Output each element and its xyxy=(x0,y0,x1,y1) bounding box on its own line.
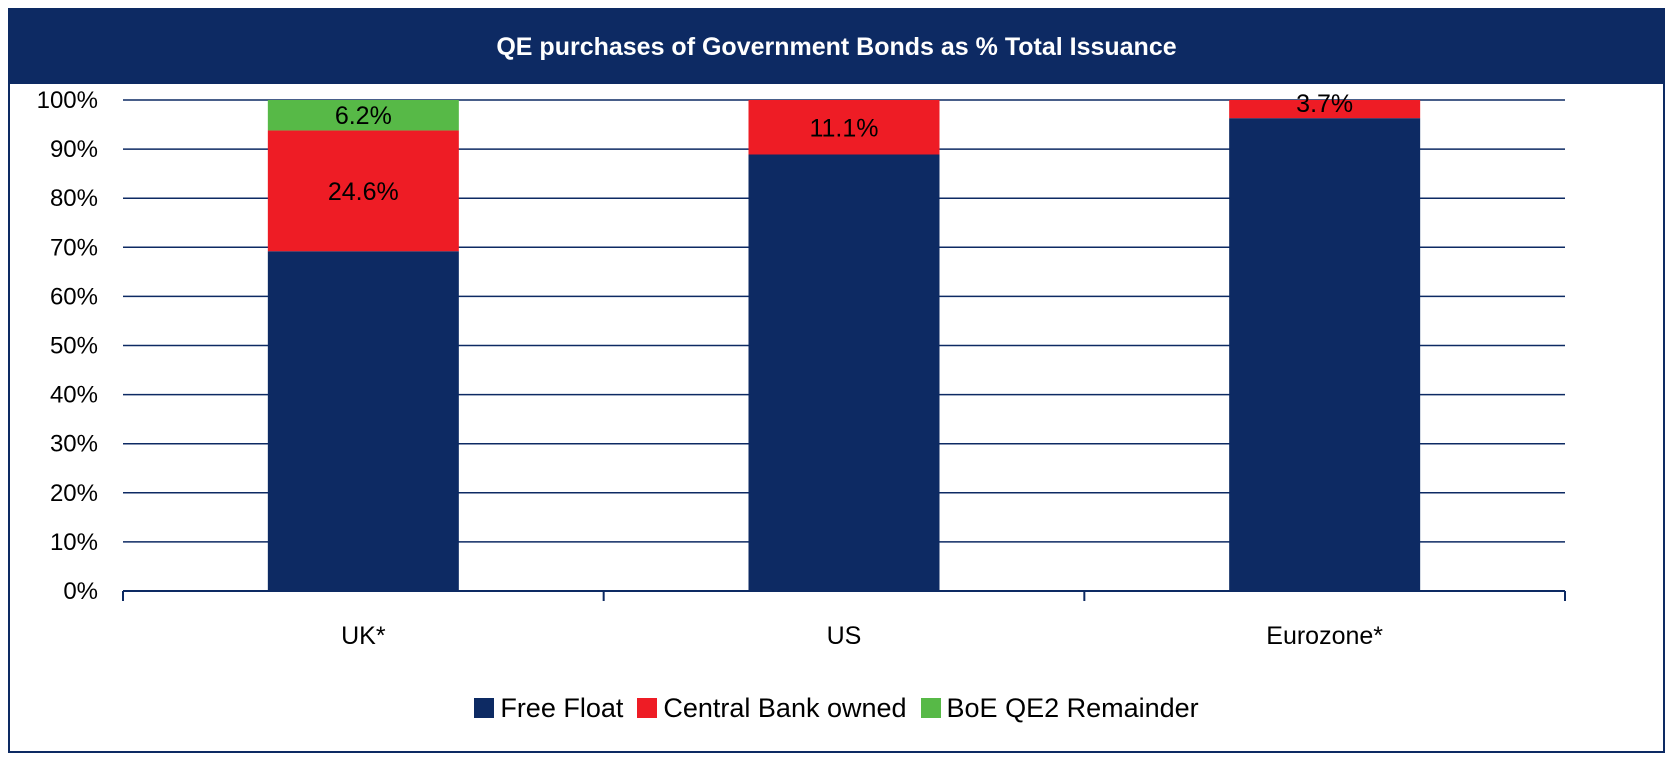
y-tick-label: 70% xyxy=(50,234,98,261)
bar-segment xyxy=(748,100,940,155)
y-tick-label: 0% xyxy=(63,578,98,605)
bar-segment xyxy=(748,154,940,591)
legend-label: Free Float xyxy=(500,692,624,723)
legend-item: Central Bank owned xyxy=(637,692,907,724)
legend-item: Free Float xyxy=(474,693,623,724)
bar-segment xyxy=(267,100,459,131)
y-tick-label: 60% xyxy=(50,283,98,310)
legend-swatch xyxy=(920,698,941,718)
legend-label: Central Bank owned xyxy=(663,692,907,723)
legend-item: BoE QE2 Remainder xyxy=(920,692,1199,724)
bar-segment xyxy=(267,251,459,591)
bar-segment xyxy=(1229,100,1421,119)
data-label: 11.1% xyxy=(809,114,878,142)
y-tick-label: 100% xyxy=(37,87,98,114)
chart-title: QE purchases of Government Bonds as % To… xyxy=(10,10,1663,84)
y-tick-label: 20% xyxy=(50,480,98,507)
x-category-label: US xyxy=(827,622,862,650)
legend-swatch xyxy=(474,698,495,718)
x-category-label: UK* xyxy=(341,622,386,650)
y-tick-label: 30% xyxy=(50,431,98,458)
bar-segment xyxy=(267,130,459,252)
data-label: 24.6% xyxy=(328,178,399,206)
chart-legend: Free Float Central Bank owned BoE QE2 Rema… xyxy=(10,690,1663,726)
y-tick-label: 10% xyxy=(50,529,98,556)
y-tick-label: 50% xyxy=(50,333,98,360)
data-label: 3.7% xyxy=(1296,90,1353,118)
bar-segment xyxy=(1229,118,1421,592)
data-label: 6.2% xyxy=(335,102,392,130)
legend-label: BoE QE2 Remainder xyxy=(946,692,1199,723)
x-category-label: Eurozone* xyxy=(1266,622,1383,650)
y-tick-label: 80% xyxy=(50,185,98,212)
y-tick-label: 90% xyxy=(50,136,98,163)
chart-frame: QE purchases of Government Bonds as % To… xyxy=(8,8,1665,753)
y-tick-label: 40% xyxy=(50,382,98,409)
legend-swatch xyxy=(637,698,658,718)
chart-plot: 0% 10% 20% 30% 40% 50% 60% 70% 80% 90% 100% 24.6% 6.… xyxy=(37,87,1566,650)
